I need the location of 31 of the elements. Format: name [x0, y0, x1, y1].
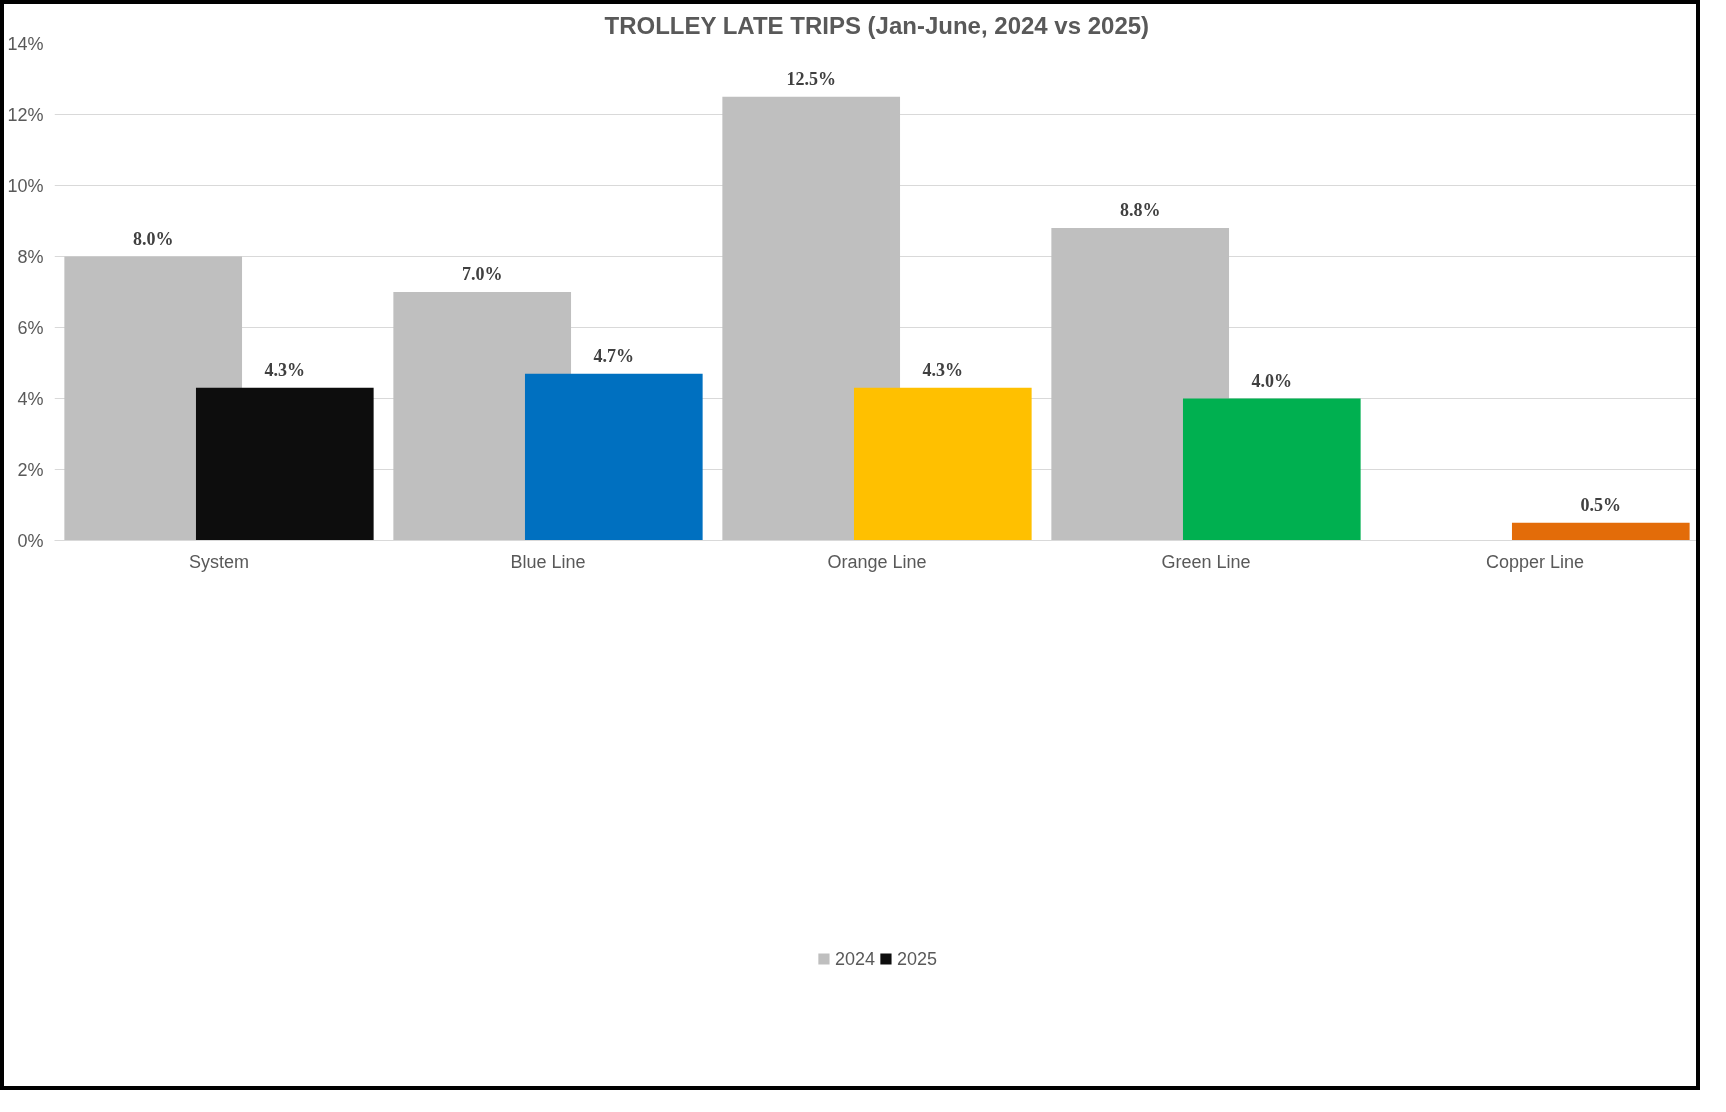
y-tick-label: 12% [7, 104, 44, 125]
x-tick-label: Copper Line [1485, 551, 1585, 572]
bar [853, 387, 1032, 541]
data-label: 4.3% [264, 359, 306, 380]
y-tick-label: 0% [17, 530, 44, 551]
bar [195, 387, 374, 541]
data-label: 4.3% [922, 359, 964, 380]
data-label: 7.0% [461, 264, 503, 284]
y-tick-label: 10% [7, 175, 44, 196]
x-tick-label: Orange Line [827, 551, 927, 572]
chart-title: TROLLEY LATE TRIPS (Jan-June, 2024 vs 2025) [604, 11, 1150, 39]
y-tick-label: 2% [17, 459, 44, 480]
bar [1182, 398, 1361, 541]
legend-label: 2024 [834, 948, 875, 970]
y-tick-label: 8% [17, 246, 44, 267]
x-tick-label: System [188, 551, 250, 572]
data-label: 8.0% [132, 228, 174, 249]
data-label: 12.5% [786, 68, 836, 89]
y-tick-label: 6% [17, 317, 44, 338]
y-tick-label: 4% [17, 388, 44, 409]
legend-label: 2025 [897, 948, 938, 970]
data-label: 4.7% [593, 345, 635, 366]
bar [524, 373, 703, 541]
x-tick-label: Blue Line [510, 551, 586, 572]
x-tick-label: Green Line [1161, 551, 1251, 572]
data-label: 8.8% [1119, 200, 1161, 221]
y-tick-label: 14% [7, 33, 44, 54]
data-label: 0.5% [1580, 494, 1622, 515]
bar [1511, 522, 1690, 541]
bar [722, 96, 901, 541]
data-label: 4.0% [1251, 370, 1293, 391]
